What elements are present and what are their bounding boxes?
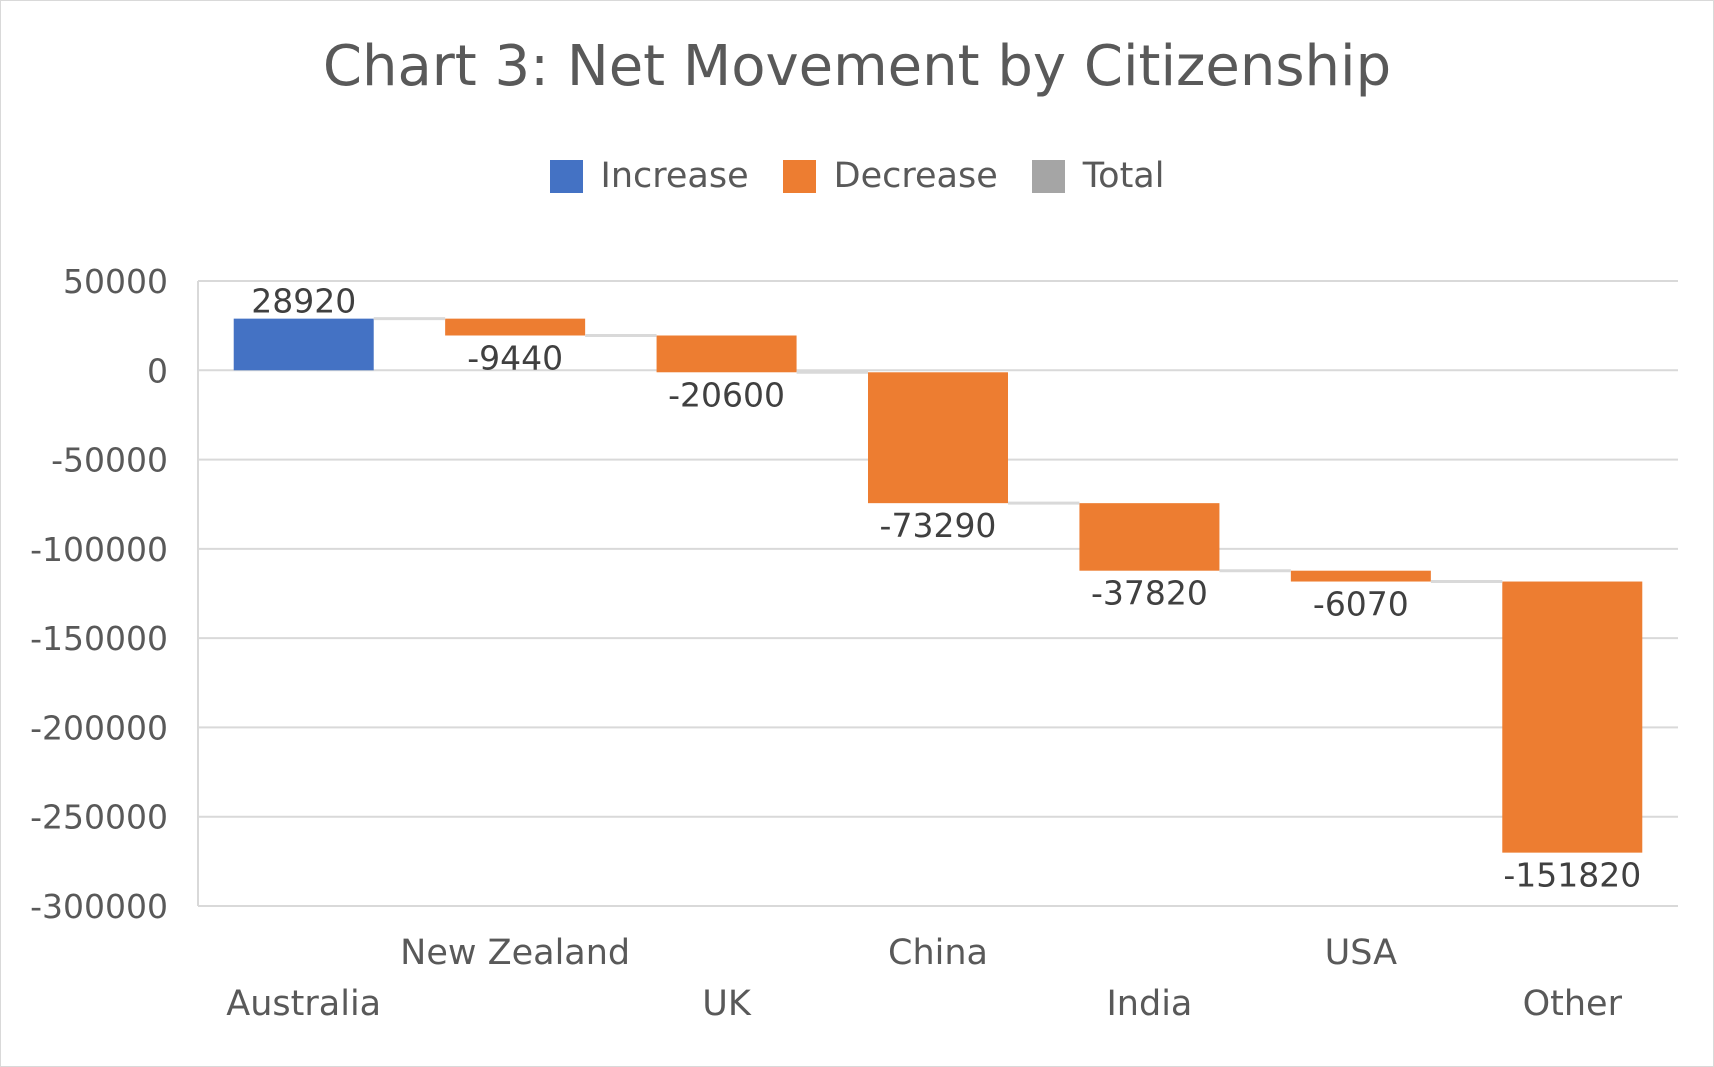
legend-label-increase: Increase (600, 156, 749, 196)
y-tick-label: -200000 (30, 708, 168, 747)
bar-other (1502, 581, 1643, 853)
legend-item-increase: Increase (549, 156, 749, 196)
x-category-label: Other (1523, 984, 1623, 1024)
data-label: -20600 (668, 375, 785, 414)
x-category-label: New Zealand (400, 933, 630, 973)
legend-label-total: Total (1082, 156, 1165, 196)
x-category-label: USA (1325, 933, 1397, 973)
legend-swatch-total (1031, 159, 1065, 193)
y-tick-label: -250000 (30, 798, 168, 837)
data-label: 28920 (251, 282, 356, 321)
y-tick-label: -50000 (51, 441, 168, 480)
x-category-label: China (888, 933, 988, 973)
x-category-label: UK (702, 984, 752, 1024)
y-tick-label: 0 (147, 351, 168, 390)
y-tick-label: 50000 (63, 262, 168, 301)
chart-legend: Increase Decrease Total (0, 156, 1714, 196)
legend-item-total: Total (1031, 156, 1165, 196)
data-label: -151820 (1503, 856, 1641, 895)
data-label: -6070 (1313, 585, 1409, 624)
x-category-label: Australia (226, 984, 381, 1024)
legend-swatch-decrease (782, 159, 816, 193)
chart-title: Chart 3: Net Movement by Citizenship (322, 34, 1392, 99)
bar-usa (1290, 570, 1431, 582)
data-label: -9440 (467, 339, 563, 378)
bar-uk (656, 335, 797, 373)
bar-china (868, 372, 1008, 504)
bar-india (1079, 503, 1220, 571)
data-label: -73290 (880, 506, 997, 545)
bar-new-zealand (445, 318, 586, 336)
data-label: -37820 (1091, 574, 1208, 613)
y-tick-label: -300000 (30, 887, 168, 926)
legend-item-decrease: Decrease (782, 156, 998, 196)
legend-label-decrease: Decrease (833, 156, 998, 196)
x-category-label: India (1106, 984, 1192, 1024)
y-tick-label: -150000 (30, 619, 168, 658)
legend-swatch-increase (549, 159, 583, 193)
bar-australia (233, 318, 374, 371)
y-tick-label: -100000 (30, 530, 168, 569)
